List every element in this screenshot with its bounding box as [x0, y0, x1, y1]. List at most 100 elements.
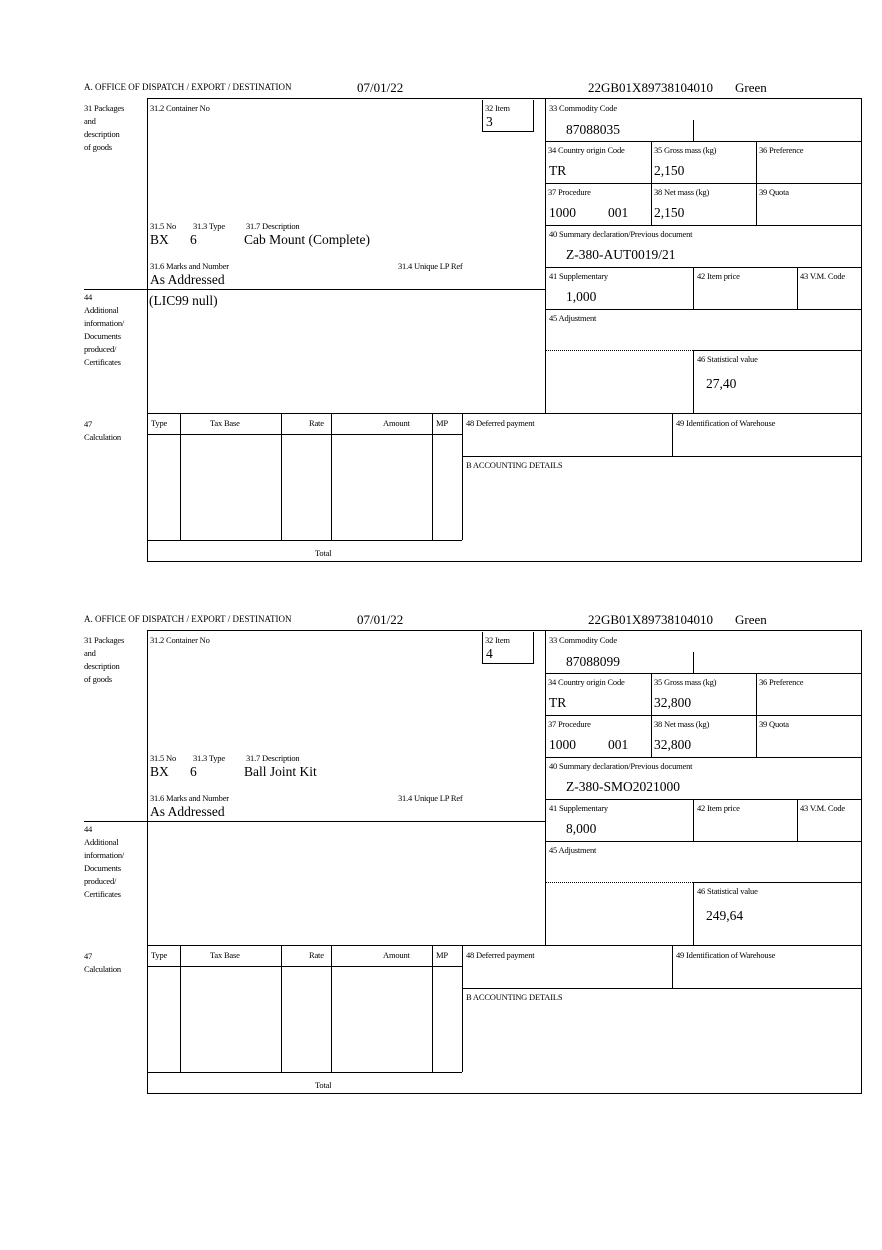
calc-column-header: MP [436, 950, 448, 960]
pkg-type-label: 31.3 Type [193, 221, 225, 231]
rule-line [482, 100, 484, 132]
quota-label: 39 Quota [759, 719, 789, 729]
rule-line [693, 350, 695, 413]
prev-document-value: Z-380-AUT0019/21 [566, 247, 676, 262]
box47-label: 47 [84, 419, 93, 429]
rule-line [147, 561, 862, 563]
rule-line [693, 882, 862, 884]
unique-lp-ref-label: 31.4 Unique LP Ref [398, 793, 463, 803]
calc-column-header: Type [151, 418, 168, 428]
box31-label: and [84, 648, 96, 658]
box44-label: information/ [84, 850, 125, 860]
rule-line [545, 841, 862, 843]
rule-line [861, 98, 863, 562]
rule-line [147, 98, 149, 562]
rule-line [147, 98, 862, 100]
rule-line [756, 673, 758, 757]
rule-line [147, 434, 462, 436]
container-no-label: 31.2 Container No [150, 635, 210, 645]
calc-column-header: Type [151, 950, 168, 960]
rule-line [693, 652, 695, 673]
rule-line [545, 757, 862, 759]
box47-label: 47 [84, 951, 93, 961]
declaration-reference: 22GB01X89738104010 [588, 612, 713, 627]
box44-label: 44 [84, 824, 93, 834]
rule-line [545, 673, 862, 675]
gross-mass-value: 2,150 [654, 163, 685, 178]
declaration-item-form: A. OFFICE OF DISPATCH / EXPORT / DESTINA… [0, 612, 882, 1112]
calc-column-header: Rate [309, 418, 324, 428]
box44-label: produced/ [84, 876, 117, 886]
rule-line [482, 131, 534, 133]
rule-line [281, 945, 283, 1072]
commodity-code-label: 33 Commodity Code [549, 103, 617, 113]
accounting-details-label: B ACCOUNTING DETAILS [466, 460, 563, 470]
rule-line [147, 540, 462, 542]
declaration-reference: 22GB01X89738104010 [588, 80, 713, 95]
marks-value: As Addressed [150, 804, 225, 819]
dotted-divider [545, 882, 693, 884]
gross-mass-label: 35 Gross mass (kg) [654, 145, 717, 155]
calc-column-header: Amount [383, 418, 410, 428]
box44-label: information/ [84, 318, 125, 328]
quota-label: 39 Quota [759, 187, 789, 197]
rule-line [693, 882, 695, 945]
rule-line [462, 945, 464, 1072]
rule-line [797, 799, 799, 841]
rule-line [861, 630, 863, 1094]
procedure-additional-value: 001 [608, 205, 629, 220]
rule-line [797, 267, 799, 309]
box44-label: produced/ [84, 344, 117, 354]
calc-column-header: Amount [383, 950, 410, 960]
country-origin-value: TR [549, 695, 567, 710]
pkg-type-value: 6 [190, 232, 197, 247]
rule-line [545, 98, 547, 413]
box44-label: Certificates [84, 889, 121, 899]
net-mass-value: 32,800 [654, 737, 692, 752]
box47-label: Calculation [84, 964, 121, 974]
accounting-details-label: B ACCOUNTING DETAILS [466, 992, 563, 1002]
total-label: Total [315, 1080, 332, 1090]
item-price-label: 42 Item price [697, 803, 740, 813]
additional-info-value: (LIC99 null) [149, 293, 218, 308]
supplementary-label: 41 Supplementary [549, 271, 608, 281]
gross-mass-label: 35 Gross mass (kg) [654, 677, 717, 687]
calc-column-header: Tax Base [210, 950, 240, 960]
statistical-value-label: 46 Statistical value [697, 354, 758, 364]
commodity-code-value: 87088099 [566, 654, 620, 669]
pkg-no-label: 31.5 No [150, 753, 176, 763]
office-header-label: A. OFFICE OF DISPATCH / EXPORT / DESTINA… [84, 614, 292, 624]
net-mass-label: 38 Net mass (kg) [654, 719, 710, 729]
declaration-date: 07/01/22 [357, 612, 404, 627]
rule-line [482, 663, 534, 665]
rule-line [651, 673, 653, 757]
pkg-no-value: BX [150, 764, 169, 779]
statistical-value: 27,40 [706, 376, 737, 391]
prev-document-label: 40 Summary declaration/Previous document [549, 761, 693, 771]
box31-label: 31 Packages [84, 635, 125, 645]
rule-line [147, 630, 862, 632]
office-header-label: A. OFFICE OF DISPATCH / EXPORT / DESTINA… [84, 82, 292, 92]
rule-line [462, 413, 464, 540]
calc-column-header: Rate [309, 950, 324, 960]
rule-line [651, 141, 653, 225]
rule-line [533, 632, 535, 664]
box44-label: Documents [84, 863, 121, 873]
procedure-label: 37 Procedure [548, 719, 591, 729]
rule-line [545, 630, 547, 945]
rule-line [672, 945, 674, 988]
item-price-label: 42 Item price [697, 271, 740, 281]
box31-label: and [84, 116, 96, 126]
box31-label: of goods [84, 142, 112, 152]
goods-description: Cab Mount (Complete) [244, 232, 370, 247]
country-origin-label: 34 Country origin Code [548, 677, 625, 687]
rule-line [693, 799, 695, 841]
rule-line [693, 120, 695, 141]
calc-column-header: MP [436, 418, 448, 428]
rule-line [331, 945, 333, 1072]
rule-line [462, 456, 862, 458]
box31-label: 31 Packages [84, 103, 125, 113]
item-label: 32 Item [485, 635, 510, 645]
dotted-divider [545, 350, 547, 413]
route-status: Green [735, 612, 767, 627]
